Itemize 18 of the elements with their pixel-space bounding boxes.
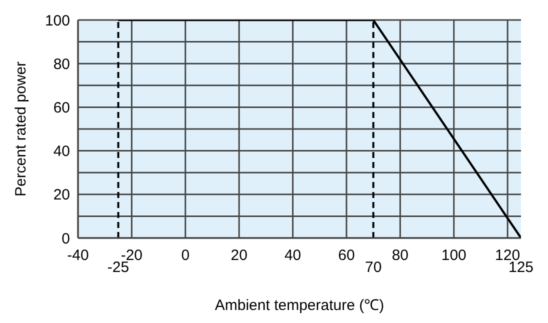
x-axis-title: Ambient temperature (℃) — [214, 297, 384, 314]
y-tick-label: 100 — [44, 12, 70, 30]
ref-line-label: -25 — [107, 259, 130, 276]
x-tick-label: -40 — [67, 247, 89, 264]
x-tick-label: 20 — [230, 247, 248, 264]
ref-line-label: 70 — [364, 259, 382, 276]
y-tick-label: 80 — [53, 56, 70, 73]
x-tick-label: 100 — [441, 247, 466, 264]
x-tick-label: 80 — [392, 247, 409, 264]
y-tick-label: 40 — [53, 143, 70, 160]
y-tick-label: 20 — [53, 186, 70, 204]
x-tick-label: 60 — [338, 247, 355, 264]
y-axis-title: Percent rated power — [12, 61, 30, 197]
annotation: 125 — [508, 259, 534, 276]
x-tick-label: 0 — [181, 247, 190, 264]
y-tick-label: 0 — [62, 230, 70, 248]
x-tick-label: 40 — [284, 247, 302, 264]
y-tick-label: 60 — [53, 100, 70, 117]
